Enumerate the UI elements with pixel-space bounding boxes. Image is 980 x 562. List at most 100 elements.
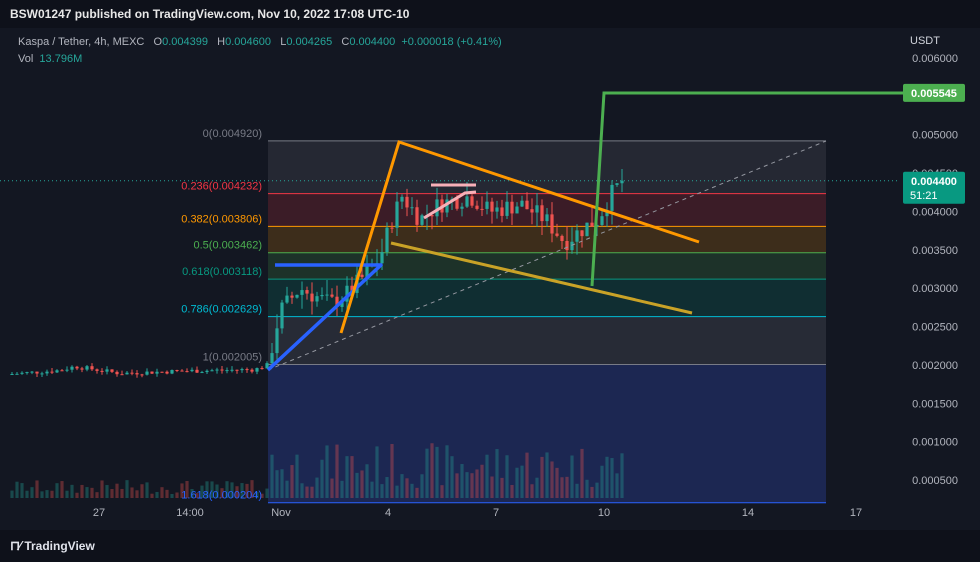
candle-body <box>580 230 584 237</box>
time-axis[interactable]: 27 14:00 Nov 4 7 10 14 17 <box>93 507 862 519</box>
candle-body <box>200 372 204 374</box>
candle-body <box>560 235 564 241</box>
last-price-tag <box>903 171 965 204</box>
candle-body <box>490 201 494 212</box>
candle-body <box>465 196 469 207</box>
volume-legend: Vol 13.796M <box>18 53 82 65</box>
volume-bar <box>600 465 604 498</box>
currency-label: USDT <box>910 35 940 47</box>
volume-bar <box>85 487 89 498</box>
tradingview-logo[interactable]: ⊓⁄ TradingView <box>10 538 95 554</box>
x-tick-label: 27 <box>93 507 105 519</box>
candle-body <box>590 222 594 227</box>
candle-body <box>70 366 74 370</box>
fib-label-0.236: 0.236(0.004232) <box>181 181 262 193</box>
volume-label[interactable]: Vol <box>18 53 34 65</box>
volume-bar <box>560 477 564 498</box>
candle-body <box>80 368 84 370</box>
price-axis[interactable]: USDT 0.000500 0.001000 0.001500 0.002000 0.00… <box>910 35 958 487</box>
candle-body <box>230 369 234 371</box>
fib-label-0: 0(0.004920) <box>203 128 262 140</box>
volume-bar <box>500 477 504 498</box>
candle-body <box>35 371 39 374</box>
candle-body <box>155 371 159 374</box>
volume-bar <box>105 485 109 498</box>
volume-bar <box>235 486 239 498</box>
gold-lower-channel <box>390 241 693 315</box>
candle-body <box>400 196 404 202</box>
volume-bar <box>290 465 294 498</box>
volume-bar <box>30 487 34 498</box>
candle-body <box>470 196 474 206</box>
candle-body <box>280 302 284 329</box>
volume-bar <box>505 455 509 498</box>
volume-bar <box>310 486 314 498</box>
candle-body <box>265 363 269 369</box>
volume-bar <box>320 459 324 498</box>
trend-drawings[interactable] <box>266 91 904 372</box>
candle-body <box>165 371 169 374</box>
volume-bar <box>35 480 39 498</box>
candle-body <box>585 222 589 237</box>
y-tick-label: 0.003000 <box>912 283 958 295</box>
volume-bar <box>490 476 494 498</box>
volume-value: 13.796M <box>39 53 83 65</box>
volume-bar <box>370 481 374 498</box>
candle-body <box>145 371 149 375</box>
x-tick-label: 14:00 <box>176 507 204 519</box>
footer-bar: ⊓⁄ TradingView <box>0 530 980 562</box>
volume-bars <box>10 443 624 498</box>
volume-bar <box>195 493 199 498</box>
candle-body <box>495 207 499 212</box>
y-tick-label: 0.006000 <box>912 53 958 65</box>
high-value: 0.004600 <box>225 36 272 48</box>
volume-bar <box>100 480 104 498</box>
price-tags: 0.005545 0.004400 51:21 <box>903 83 965 204</box>
volume-bar <box>380 484 384 498</box>
volume-bar <box>465 472 469 498</box>
volume-bar <box>70 484 74 498</box>
volume-bar <box>340 480 344 498</box>
low-label: L <box>280 36 287 48</box>
y-tick-label: 0.003500 <box>912 245 958 257</box>
volume-bar <box>315 477 319 498</box>
candle-body <box>135 373 139 375</box>
volume-bar <box>210 481 214 498</box>
volume-bar <box>115 483 119 498</box>
candle-body <box>170 370 174 374</box>
volume-bar <box>170 493 174 498</box>
fib-label-0.618: 0.618(0.003118) <box>182 266 262 278</box>
candle-body <box>380 252 384 264</box>
y-tick-label: 0.001500 <box>912 398 958 410</box>
candle-body <box>85 366 89 370</box>
volume-bar <box>275 470 279 498</box>
candle-body <box>540 205 544 222</box>
volume-bar <box>125 480 129 498</box>
volume-bar <box>395 485 399 498</box>
candle-body <box>430 215 434 217</box>
candle-body <box>130 372 134 374</box>
volume-bar <box>120 488 124 498</box>
volume-bar <box>580 448 584 498</box>
volume-bar <box>530 484 534 498</box>
volume-bar <box>140 484 144 498</box>
volume-bar <box>360 470 364 498</box>
volume-bar <box>155 491 159 498</box>
candle-body <box>250 369 254 372</box>
volume-bar <box>535 477 539 498</box>
x-tick-label: 10 <box>598 507 610 519</box>
symbol-name[interactable]: Kaspa / Tether, 4h, MEXC <box>18 36 145 48</box>
volume-bar <box>455 473 459 498</box>
volume-bar <box>445 445 449 498</box>
fib-retracement[interactable] <box>0 140 900 504</box>
candle-body <box>140 374 144 376</box>
candle-body <box>550 214 554 234</box>
volume-bar <box>555 467 559 498</box>
volume-bar <box>410 483 414 498</box>
candle-body <box>205 370 209 373</box>
volume-bar <box>495 449 499 498</box>
volume-bar <box>215 484 219 498</box>
open-value: 0.004399 <box>162 36 208 48</box>
candle-body <box>555 233 559 236</box>
